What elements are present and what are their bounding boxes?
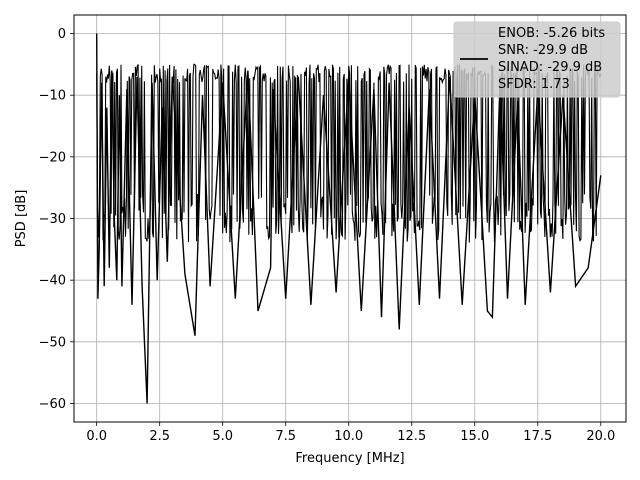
x-tick-label: 20.0: [586, 429, 615, 444]
y-tick-label: −50: [39, 335, 66, 350]
x-tick-label: 15.0: [460, 429, 489, 444]
x-axis-label: Frequency [MHz]: [295, 451, 404, 466]
y-tick-label: −10: [39, 89, 66, 104]
x-tick-label: 5.0: [212, 429, 233, 444]
psd-series-line: [96, 33, 602, 404]
x-tick-label: 12.5: [397, 429, 426, 444]
legend: ENOB: -5.26 bits SNR: -29.9 dB SINAD: -2…: [453, 21, 621, 98]
y-tick-label: −20: [39, 150, 66, 165]
x-tick-label: 7.5: [275, 429, 296, 444]
y-tick-label: −40: [39, 274, 66, 289]
y-tick-label: −60: [39, 397, 66, 412]
x-tick-label: 2.5: [149, 429, 170, 444]
x-tick-label: 0.0: [86, 429, 107, 444]
legend-snr-text: SNR: -29.9 dB: [498, 43, 588, 58]
legend-sinad-text: SINAD: -29.9 dB: [498, 60, 602, 75]
y-axis-ticks: 0 −10 −20 −30 −40 −50 −60: [39, 27, 74, 412]
legend-box: [453, 21, 621, 98]
y-axis-label: PSD [dB]: [14, 190, 29, 248]
y-tick-label: −30: [39, 212, 66, 227]
x-axis-ticks: 0.0 2.5 5.0 7.5 10.0 12.5 15.0 17.5 20.0: [86, 422, 615, 444]
x-tick-label: 10.0: [334, 429, 363, 444]
y-tick-label: 0: [58, 27, 66, 42]
legend-sfdr-text: SFDR: 1.73: [498, 77, 570, 92]
x-tick-label: 17.5: [523, 429, 552, 444]
legend-enob-text: ENOB: -5.26 bits: [498, 26, 605, 41]
